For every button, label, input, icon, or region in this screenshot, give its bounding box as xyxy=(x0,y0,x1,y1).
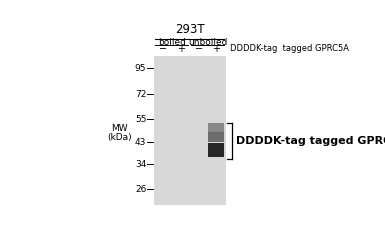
Text: (kDa): (kDa) xyxy=(107,133,132,142)
Text: −: − xyxy=(195,44,203,54)
FancyBboxPatch shape xyxy=(208,123,224,134)
FancyBboxPatch shape xyxy=(154,56,226,205)
Text: 95: 95 xyxy=(135,64,146,73)
Text: 26: 26 xyxy=(135,185,146,194)
Text: DDDDK-tag  tagged GPRC5A: DDDDK-tag tagged GPRC5A xyxy=(230,44,349,53)
Text: 55: 55 xyxy=(135,115,146,124)
Text: +: + xyxy=(213,44,220,54)
Text: 34: 34 xyxy=(135,160,146,169)
Text: DDDDK-tag tagged GPRC5A: DDDDK-tag tagged GPRC5A xyxy=(236,136,385,146)
Text: unboiled: unboiled xyxy=(188,38,228,47)
Text: 43: 43 xyxy=(135,138,146,147)
Text: boiled: boiled xyxy=(158,38,186,47)
FancyBboxPatch shape xyxy=(208,132,224,142)
Text: 72: 72 xyxy=(135,90,146,99)
FancyBboxPatch shape xyxy=(208,143,224,157)
Text: MW: MW xyxy=(111,124,128,133)
Text: −: − xyxy=(159,44,167,54)
Text: +: + xyxy=(177,44,184,54)
Text: 293T: 293T xyxy=(175,23,205,36)
